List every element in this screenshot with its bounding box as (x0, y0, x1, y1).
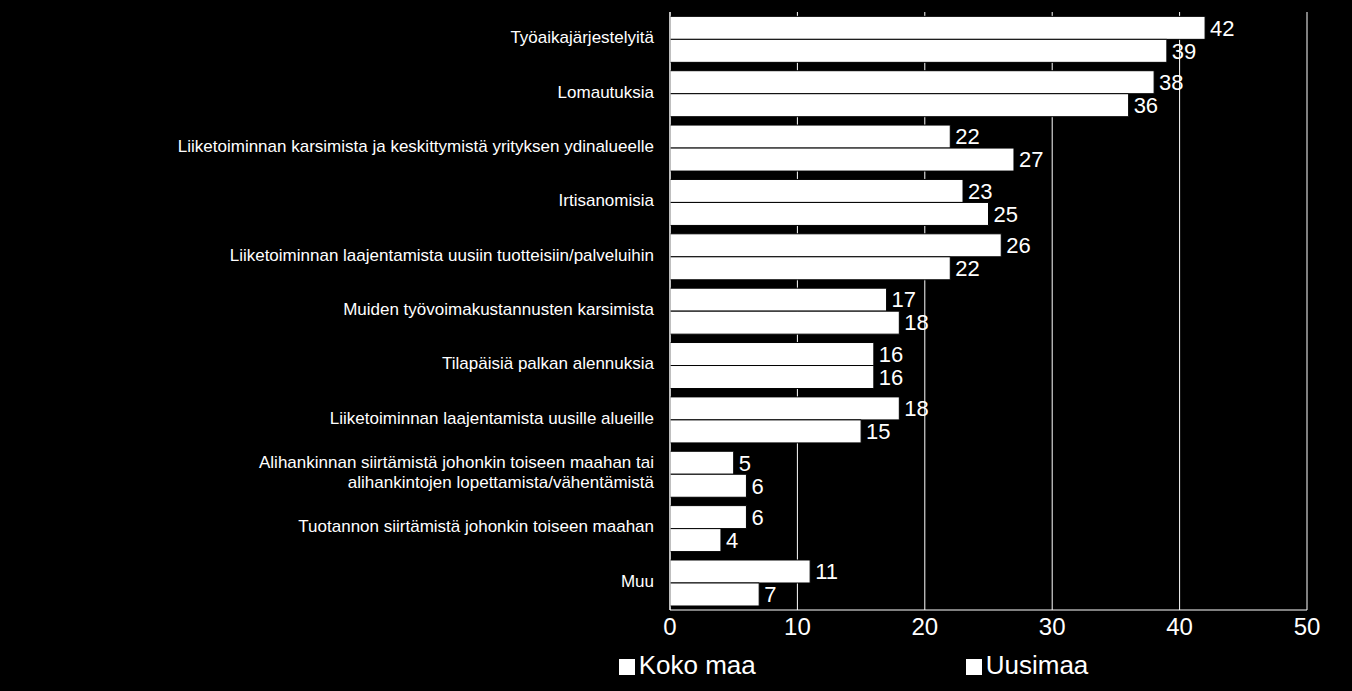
svg-text:5: 5 (739, 451, 751, 476)
svg-text:15: 15 (866, 419, 890, 444)
svg-text:39: 39 (1172, 39, 1196, 64)
svg-text:42: 42 (1210, 16, 1234, 41)
svg-text:Tilapäisiä palkan alennuksia: Tilapäisiä palkan alennuksia (442, 355, 655, 374)
svg-text:17: 17 (892, 287, 916, 312)
svg-text:18: 18 (904, 310, 928, 335)
svg-text:18: 18 (904, 396, 928, 421)
svg-text:10: 10 (784, 613, 811, 640)
html-text:Koko maa: Koko maa (638, 650, 756, 680)
svg-text:Tuotannon siirtämistä johonkin: Tuotannon siirtämistä johonkin toiseen m… (298, 518, 654, 537)
svg-text:Alihankinnan siirtämistä johon: Alihankinnan siirtämistä johonkin toisee… (259, 454, 655, 493)
svg-text:Lomautuksia: Lomautuksia (558, 83, 655, 102)
svg-text:40: 40 (1166, 613, 1193, 640)
svg-text:20: 20 (911, 613, 938, 640)
svg-text:50: 50 (1294, 613, 1321, 640)
svg-text:7: 7 (764, 582, 776, 607)
svg-text:30: 30 (1039, 613, 1066, 640)
svg-text:6: 6 (751, 505, 763, 530)
svg-text:4: 4 (726, 528, 738, 553)
svg-text:38: 38 (1159, 70, 1183, 95)
svg-text:22: 22 (955, 256, 979, 281)
svg-text:Liiketoiminnan laajentamista u: Liiketoiminnan laajentamista uusille alu… (330, 409, 654, 428)
svg-text:Muu: Muu (621, 572, 654, 591)
html-text:Uusimaa: Uusimaa (985, 650, 1089, 680)
svg-text:Irtisanomisia: Irtisanomisia (559, 192, 655, 211)
svg-text:6: 6 (751, 474, 763, 499)
svg-text:0: 0 (663, 613, 676, 640)
svg-text:Muiden työvoimakustannusten ka: Muiden työvoimakustannusten karsimista (343, 300, 654, 319)
svg-text:22: 22 (955, 124, 979, 149)
svg-text:26: 26 (1006, 233, 1030, 258)
svg-text:Työaikajärjestelyitä: Työaikajärjestelyitä (510, 29, 654, 48)
svg-text:25: 25 (994, 202, 1018, 227)
svg-text:16: 16 (879, 342, 903, 367)
svg-text:16: 16 (879, 365, 903, 390)
svg-text:11: 11 (815, 559, 838, 584)
svg-text:36: 36 (1134, 93, 1158, 118)
svg-text:Liiketoiminnan karsimista ja k: Liiketoiminnan karsimista ja keskittymis… (178, 137, 654, 156)
svg-text:Liiketoiminnan laajentamista u: Liiketoiminnan laajentamista uusiin tuot… (230, 246, 654, 265)
svg-text:23: 23 (968, 179, 992, 204)
svg-text:27: 27 (1019, 147, 1043, 172)
